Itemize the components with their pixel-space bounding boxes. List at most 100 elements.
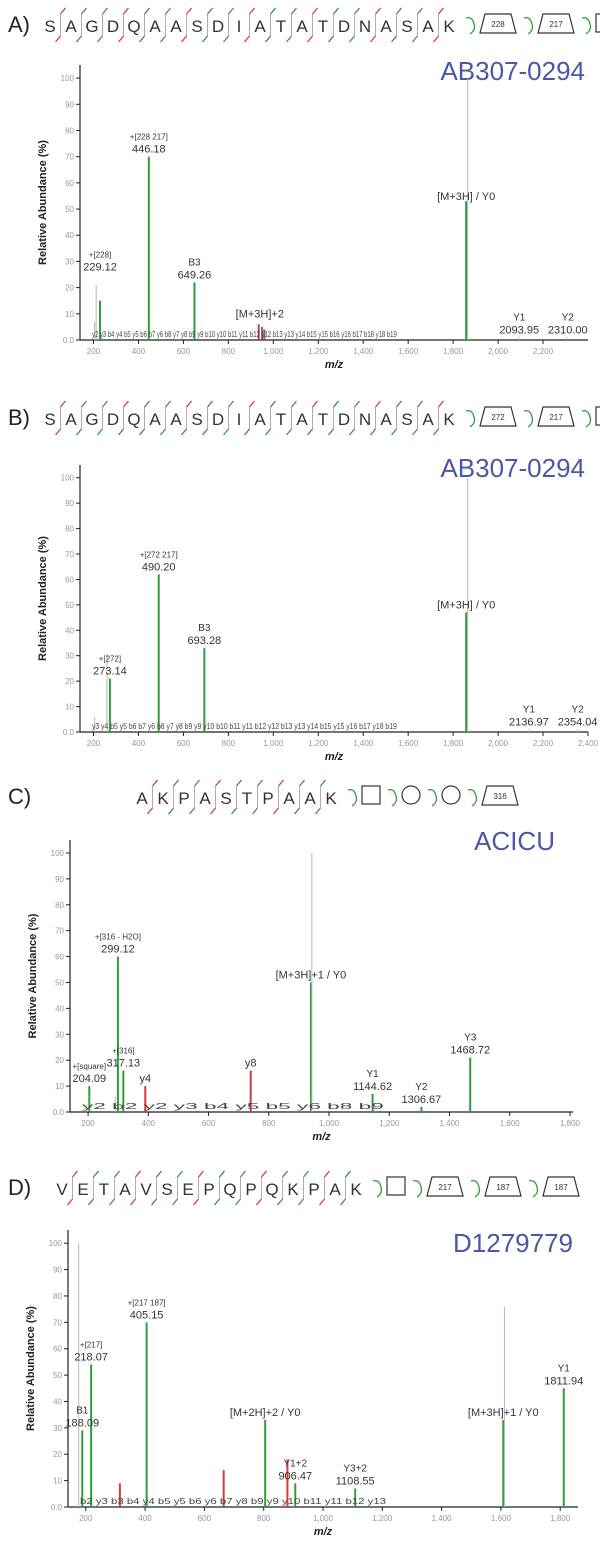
glycosidic-link bbox=[523, 16, 534, 35]
sequence-residue: D bbox=[107, 17, 119, 36]
y-tick-label: 40 bbox=[65, 231, 74, 240]
b-ion-tick bbox=[193, 1198, 199, 1206]
glycosidic-link bbox=[581, 16, 592, 35]
y-ion-tick bbox=[165, 7, 171, 15]
y-ion-tick bbox=[278, 779, 284, 787]
y-tick-label: 90 bbox=[53, 1266, 62, 1275]
y-ion-tick bbox=[194, 779, 200, 787]
glycan-mass-label: 187 bbox=[496, 1183, 510, 1192]
y-ion-tick bbox=[186, 7, 192, 15]
y-ion-tick bbox=[354, 400, 360, 408]
b-ion-tick bbox=[168, 807, 174, 815]
x-tick-label: 1,600 bbox=[491, 1514, 512, 1523]
b-ion-tick bbox=[412, 428, 418, 436]
sequence-residue: D bbox=[212, 17, 224, 36]
y-ion-tick bbox=[257, 779, 263, 787]
x-tick-label: 1,000 bbox=[319, 1119, 340, 1128]
sequence-residue: Q bbox=[223, 1180, 236, 1199]
y-tick-label: 80 bbox=[55, 901, 64, 910]
b-ion-tick bbox=[328, 35, 334, 43]
y-tick-label: 60 bbox=[65, 179, 74, 188]
b-ion-tick bbox=[202, 428, 208, 436]
x-tick-label: 400 bbox=[138, 1514, 152, 1523]
b-ion-tick bbox=[55, 428, 61, 436]
glycan-square-icon bbox=[595, 13, 600, 33]
b-ion-tick bbox=[172, 1198, 178, 1206]
y-ion-tick bbox=[438, 7, 444, 15]
y-ion-tick bbox=[81, 400, 87, 408]
spectrum-chart-a: A) S A G D Q A A S D I A T A T D N A S A K 228 217AB307-02940.… bbox=[8, 7, 600, 371]
x-tick-label: 400 bbox=[142, 1119, 156, 1128]
fragment-ion-labels: y3 y4 b5 y5 b6 b7 y6 b8 y7 y8 b9 y9 y10 … bbox=[92, 722, 397, 731]
y-ion-tick bbox=[312, 7, 318, 15]
x-tick-label: 200 bbox=[79, 1514, 93, 1523]
ion-name-label: Y3+2 bbox=[343, 1464, 367, 1475]
sequence-residue: A bbox=[283, 789, 295, 808]
glycosidic-link bbox=[387, 788, 398, 807]
sequence-residue: S bbox=[161, 1180, 172, 1199]
peak-value-label: 649.26 bbox=[178, 269, 212, 281]
y-ion-tick bbox=[219, 1170, 225, 1178]
b-ion-tick bbox=[349, 35, 355, 43]
glycan-composition-label: +[272 217] bbox=[140, 550, 178, 559]
y-ion-tick bbox=[186, 400, 192, 408]
sequence-residue: A bbox=[380, 410, 392, 429]
y-tick-label: 10 bbox=[65, 703, 74, 712]
sequence-residue: T bbox=[318, 17, 328, 36]
y-ion-tick bbox=[144, 7, 150, 15]
b-ion-tick bbox=[370, 428, 376, 436]
spectrum-chart-d: D) V E T A V S E P Q P Q K P A K 217 187 187D12797790.0102… bbox=[8, 1170, 583, 1538]
x-tick-label: 1,800 bbox=[550, 1514, 571, 1523]
sequence-residue: A bbox=[170, 410, 182, 429]
sequence-residue: K bbox=[325, 789, 337, 808]
b-ion-tick bbox=[109, 1198, 115, 1206]
y-tick-label: 10 bbox=[65, 310, 74, 319]
x-tick-label: 800 bbox=[262, 1119, 276, 1128]
y-tick-label: 30 bbox=[55, 1030, 64, 1039]
b-ion-tick bbox=[55, 35, 61, 43]
sequence-residue: A bbox=[149, 17, 161, 36]
y-ion-tick bbox=[102, 400, 108, 408]
x-tick-label: 800 bbox=[222, 347, 236, 356]
b-ion-tick bbox=[97, 35, 103, 43]
b-ion-tick bbox=[214, 1198, 220, 1206]
glycan-trapezoid-icon bbox=[537, 406, 575, 427]
y-ion-tick bbox=[60, 7, 66, 15]
glycan-circle-icon bbox=[441, 785, 461, 805]
panel-label: B) bbox=[8, 405, 30, 430]
glycan-square-icon bbox=[386, 1176, 406, 1196]
y-ion-tick bbox=[375, 7, 381, 15]
b-ion-tick bbox=[244, 428, 250, 436]
x-tick-label: 1,000 bbox=[313, 1514, 334, 1523]
glycan-mass-label: 228 bbox=[491, 20, 505, 29]
b-ion-tick bbox=[76, 428, 82, 436]
x-tick-label: 2,200 bbox=[533, 739, 554, 748]
y-tick-label: 70 bbox=[65, 153, 74, 162]
sequence-residue: V bbox=[140, 1180, 152, 1199]
x-tick-label: 1,600 bbox=[500, 1119, 521, 1128]
panel-label: A) bbox=[8, 12, 30, 37]
y-tick-label: 80 bbox=[65, 126, 74, 135]
y-tick-label: 0.0 bbox=[63, 728, 75, 737]
sequence-residue: S bbox=[220, 789, 231, 808]
glycosidic-link bbox=[372, 1179, 383, 1198]
y-ion-tick bbox=[291, 400, 297, 408]
peak-value-label: 490.20 bbox=[142, 561, 176, 573]
dataset-title: AB307-0294 bbox=[440, 453, 585, 483]
y-ion-tick bbox=[228, 400, 234, 408]
sequence-residue: A bbox=[136, 789, 148, 808]
y-tick-label: 90 bbox=[65, 499, 74, 508]
sequence-residue: T bbox=[276, 410, 286, 429]
sequence-residue: K bbox=[443, 410, 455, 429]
y-tick-label: 20 bbox=[65, 284, 74, 293]
spectrum-chart-c: C) A K P A S T P A A K 316ACICU0.010203040506070809… bbox=[8, 779, 581, 1143]
ion-name-label: Y2 bbox=[572, 704, 585, 715]
ion-name-label: Y3 bbox=[464, 1033, 477, 1044]
y-ion-tick bbox=[152, 779, 158, 787]
x-tick-label: 600 bbox=[198, 1514, 212, 1523]
y-tick-label: 30 bbox=[53, 1424, 62, 1433]
sequence-residue: A bbox=[119, 1180, 131, 1199]
peak-value-label: 188.09 bbox=[65, 1417, 99, 1429]
b-ion-tick bbox=[277, 1198, 283, 1206]
b-ion-tick bbox=[307, 428, 313, 436]
